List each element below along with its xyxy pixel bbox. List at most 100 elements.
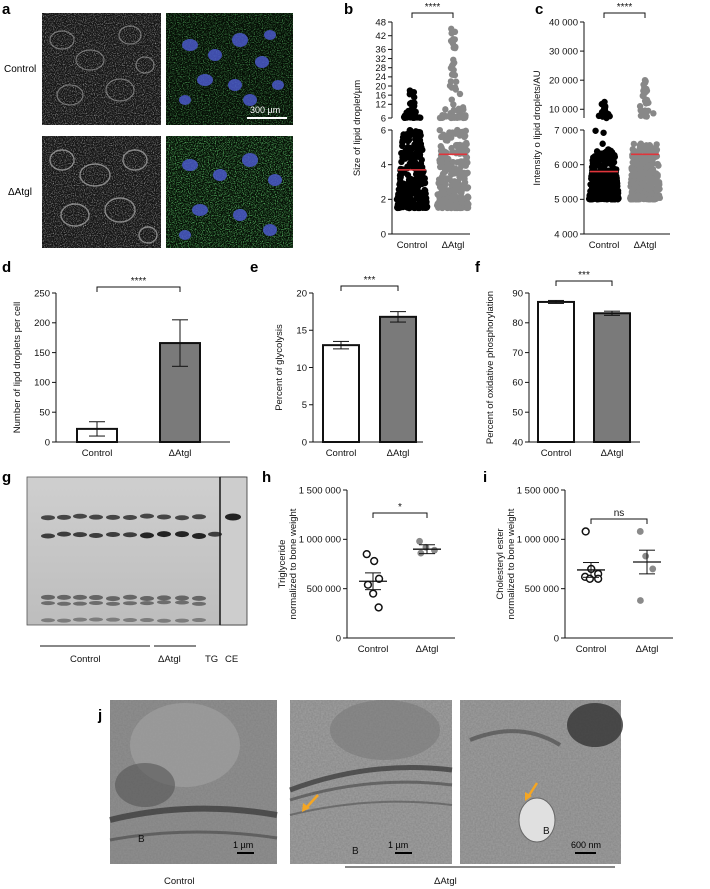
data-point (637, 152, 644, 159)
row-label-control: Control (4, 64, 36, 75)
gel-band (89, 600, 103, 605)
data-point (454, 107, 462, 114)
data-point (407, 175, 414, 183)
data-point (404, 163, 411, 170)
data-point (407, 203, 415, 210)
panel-labels: a b c d e f g h i j (2, 1, 543, 724)
x-category-label: ΔAtgl (634, 240, 657, 251)
gel-band (192, 595, 206, 601)
panel-label-h: h (262, 469, 271, 486)
x-category-label: Control (82, 448, 113, 459)
data-point (653, 186, 660, 193)
data-point (451, 84, 459, 91)
gel-band (106, 617, 120, 622)
gel-group-label-control: Control (70, 654, 101, 665)
data-point (588, 172, 596, 179)
y-tick-label: 20 (375, 81, 386, 92)
data-point (638, 180, 646, 187)
y-tick-label: 42 (375, 31, 386, 42)
y-tick-label: 20 (296, 288, 307, 299)
data-point (608, 172, 616, 180)
data-point (628, 171, 635, 179)
scale-bar-label: 300 µm (250, 105, 280, 115)
gel-band (157, 514, 171, 520)
gel-band (140, 618, 154, 623)
data-point (408, 181, 416, 188)
y-tick-label: 500 000 (307, 584, 341, 595)
gel-band (89, 532, 103, 538)
data-point (444, 137, 451, 144)
data-point (642, 169, 649, 177)
bar (537, 300, 575, 443)
data-point (406, 191, 413, 198)
y-tick-label: 1 000 000 (517, 535, 559, 546)
data-point (650, 110, 657, 117)
data-point (458, 162, 465, 170)
gel-band (89, 514, 103, 520)
gel-band (192, 618, 206, 623)
gel-band (57, 594, 71, 600)
data-point (595, 171, 602, 178)
data-point (410, 88, 418, 96)
y-tick-label: 20 000 (549, 75, 578, 86)
y-tick-label: 0 (336, 633, 341, 644)
gel-band (175, 600, 189, 605)
x-category-label: ΔAtgl (169, 448, 192, 459)
significance-bracket (603, 12, 646, 18)
arrow-icon (525, 782, 539, 801)
y-tick-label: 1 000 000 (299, 535, 341, 546)
y-tick-label: 40 (512, 437, 523, 448)
gel-band (175, 531, 189, 538)
y-tick-label: 100 (34, 378, 50, 389)
data-point (456, 90, 464, 98)
data-point (611, 153, 618, 161)
gel-band (41, 515, 55, 521)
gel-band (192, 532, 206, 539)
data-point (406, 197, 414, 204)
data-point (604, 195, 611, 202)
y-tick-label: 0 (302, 437, 307, 448)
gel-band (41, 618, 55, 623)
data-point (637, 597, 644, 604)
em-region-label-2: B (352, 846, 359, 857)
data-point (448, 194, 455, 202)
significance-label: *** (364, 275, 376, 286)
panel-label-g: g (2, 469, 11, 486)
data-point (637, 112, 645, 119)
significance-label: ns (614, 508, 625, 519)
y-tick-label: 4 000 (554, 229, 578, 240)
gel-band (123, 601, 137, 606)
data-point (641, 157, 649, 165)
data-point (452, 43, 459, 51)
y-tick-label: 60 (512, 378, 523, 389)
data-point (417, 202, 424, 209)
em-group-label-control: Control (164, 876, 195, 887)
data-point (401, 112, 409, 119)
data-point (409, 163, 417, 171)
data-point (412, 185, 420, 193)
data-point (448, 202, 455, 209)
panel-label-e: e (250, 259, 258, 276)
y-axis-label: Number of lipd droplets per cell (12, 302, 23, 433)
panel-label-i: i (483, 469, 487, 486)
micrograph-control-merge: 300 µm (166, 13, 293, 125)
data-point (411, 156, 418, 163)
bar (379, 315, 417, 443)
y-axis-label: Percent of oxidative phosphorylation (485, 291, 496, 444)
y-tick-label: 30 000 (549, 46, 578, 57)
data-point (456, 204, 463, 211)
panel-g-tlc: Control ΔAtgl TG CE (26, 476, 248, 665)
bar (322, 344, 360, 443)
data-point (607, 156, 614, 164)
data-point (431, 546, 438, 554)
data-point (446, 112, 454, 120)
y-tick-label: 500 000 (525, 584, 559, 595)
bar (593, 312, 631, 443)
chart-i: 0 500 000 1 000 000 1 500 000 Cholesteryl es… (495, 485, 673, 655)
y-tick-label: 5 (302, 400, 307, 411)
data-point (630, 140, 638, 148)
y-axis-label: normalized to bone weight (288, 508, 299, 619)
data-point (449, 158, 457, 166)
micrograph-atgl-gray (42, 136, 161, 248)
y-axis-label: Percent of glycolysis (274, 324, 285, 411)
